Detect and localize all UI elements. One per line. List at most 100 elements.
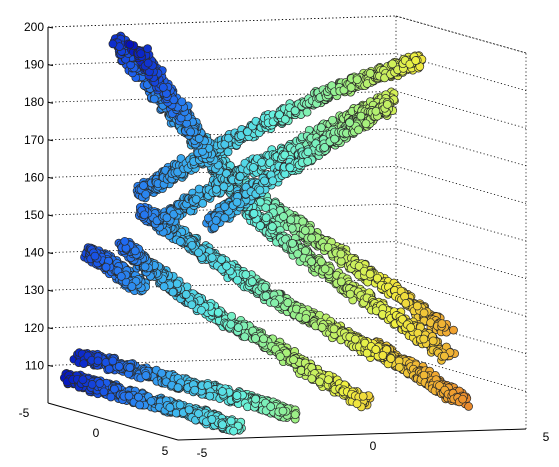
data-point [213,308,223,317]
data-point [336,277,346,287]
data-point [255,221,265,231]
data-point [190,385,200,395]
data-point [134,392,143,402]
data-point [307,374,317,384]
data-point [222,261,231,271]
data-point [141,371,151,380]
data-point [261,213,271,223]
z-tick-mark [47,289,54,292]
z-tick-mark [47,139,54,142]
data-point [290,410,300,420]
z-tick-mark [47,101,54,104]
data-point [168,287,178,297]
z-grid-line [47,15,527,54]
data-point [157,368,167,378]
data-point [279,212,288,221]
data-point [194,184,204,194]
data-point [315,377,324,387]
data-point [358,391,368,401]
data-point [194,134,204,143]
z-grid-line [47,353,527,392]
z-grid-line [47,128,527,167]
z-tick-mark [47,364,54,367]
data-point [181,290,191,299]
data-point [101,262,111,272]
data-point [323,242,333,252]
data-point [187,300,197,310]
data-point [212,184,221,194]
data-point [108,356,118,366]
data-point [352,399,362,409]
data-point [197,305,206,315]
data-point [301,313,311,323]
data-point [116,272,126,281]
data-point [307,257,316,267]
data-point [317,323,327,332]
data-point [176,237,185,246]
data-point [159,282,169,291]
data-point [251,334,260,343]
data-point [172,279,182,289]
data-point [249,209,259,218]
data-point [278,406,288,416]
data-point [234,323,243,332]
data-point [320,264,330,274]
data-point [268,222,277,232]
data-point [233,275,242,285]
data-point [229,426,238,436]
data-point [289,355,298,365]
data-point [79,359,89,369]
data-point [106,392,116,402]
data-point [235,172,245,181]
data-point [275,352,285,361]
data-point [241,270,251,279]
z-grid-line [47,53,527,91]
data-point [124,391,134,401]
z-grid-line [47,316,527,355]
data-point [149,94,159,104]
data-point [288,239,297,248]
data-point [227,311,236,321]
data-point [270,298,279,308]
data-point [205,391,215,401]
z-tick-mark [47,327,54,330]
box-edge-top-right [395,15,527,54]
data-point [114,362,124,371]
data-point [207,253,217,263]
data-point [260,282,270,292]
data-point [287,223,297,233]
data-point [95,379,105,388]
data-point [286,215,296,225]
data-points [59,31,473,436]
data-point [120,236,130,246]
data-point [324,375,333,385]
data-point [165,403,175,412]
data-point [266,402,276,411]
data-point [194,248,203,258]
data-point [184,405,194,415]
data-point [175,400,185,410]
data-point [386,354,396,363]
data-point [125,363,135,372]
data-point [218,420,227,430]
data-point [135,400,145,410]
data-point [336,249,346,259]
data-point [99,387,109,397]
data-point [301,246,310,256]
data-point [217,255,226,264]
z-grid-line [47,241,527,279]
data-point [104,364,114,374]
data-point [140,262,150,272]
data-point [232,391,242,400]
data-point [139,181,148,190]
data-point [240,332,250,342]
data-point [110,384,119,394]
data-point [261,203,271,213]
data-point [371,345,381,354]
data-point [219,182,229,192]
data-point [307,233,316,243]
data-point [394,362,404,372]
data-point [191,194,201,204]
data-point [350,334,360,344]
x-axis-line [47,402,179,441]
